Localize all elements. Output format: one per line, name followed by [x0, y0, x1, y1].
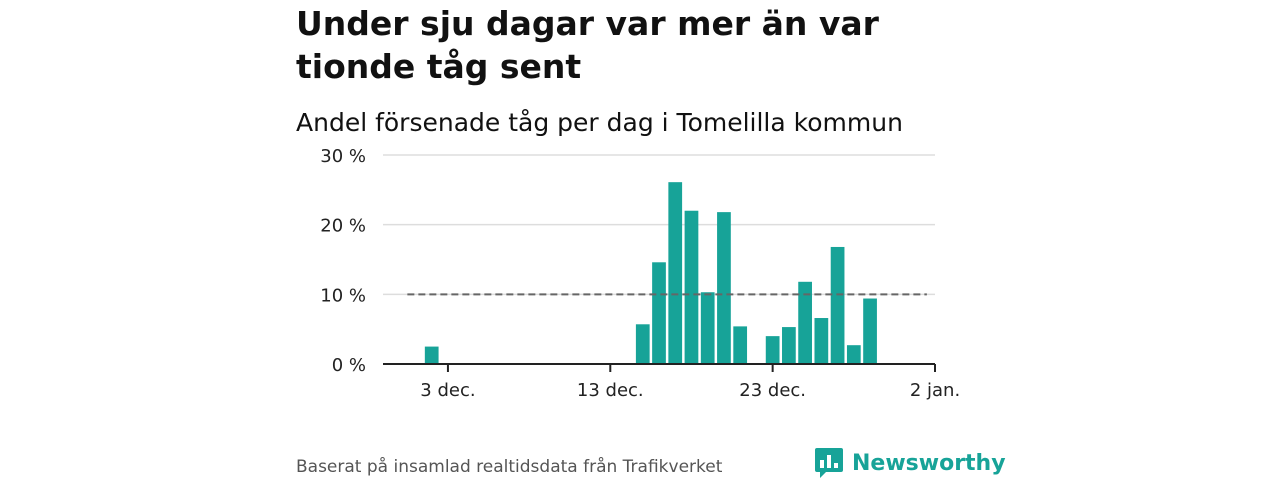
y-tick-label: 30 % [320, 146, 366, 167]
bar [814, 318, 829, 364]
bar [765, 336, 780, 364]
bars-layer [424, 182, 877, 364]
bar [863, 298, 877, 364]
x-axis [383, 363, 936, 372]
x-tick-label: 23 dec. [739, 380, 806, 401]
y-tick-label: 20 % [320, 216, 366, 237]
bar [830, 246, 845, 364]
y-axis-labels: 0 % 10 % 20 % 30 % [320, 146, 366, 376]
source-note: Baserat på insamlad realtidsdata från Tr… [296, 457, 723, 477]
bar [717, 212, 731, 364]
bar [684, 210, 699, 364]
bar [700, 292, 715, 364]
bar [652, 262, 666, 364]
x-tick-label: 13 dec. [577, 380, 644, 401]
bar [782, 327, 796, 364]
brand-name: Newsworthy [852, 450, 1006, 476]
x-tick-label: 2 jan. [910, 380, 960, 401]
bar [668, 182, 683, 364]
x-tick-label: 3 dec. [420, 380, 475, 401]
chart-subtitle: Andel försenade tåg per dag i Tomelilla … [296, 108, 903, 137]
bar [798, 281, 812, 364]
bar [846, 345, 861, 364]
bar [733, 326, 748, 364]
bar [635, 324, 650, 364]
newsworthy-icon [815, 448, 843, 478]
x-axis-labels: 3 dec. 13 dec. 23 dec. 2 jan. [420, 380, 960, 401]
brand-logo[interactable]: Newsworthy [814, 446, 1006, 480]
y-tick-label: 0 % [332, 355, 366, 376]
chart-title: Under sju dagar var mer än var tionde tå… [296, 4, 879, 86]
y-tick-label: 10 % [320, 285, 366, 306]
bar [424, 346, 439, 364]
